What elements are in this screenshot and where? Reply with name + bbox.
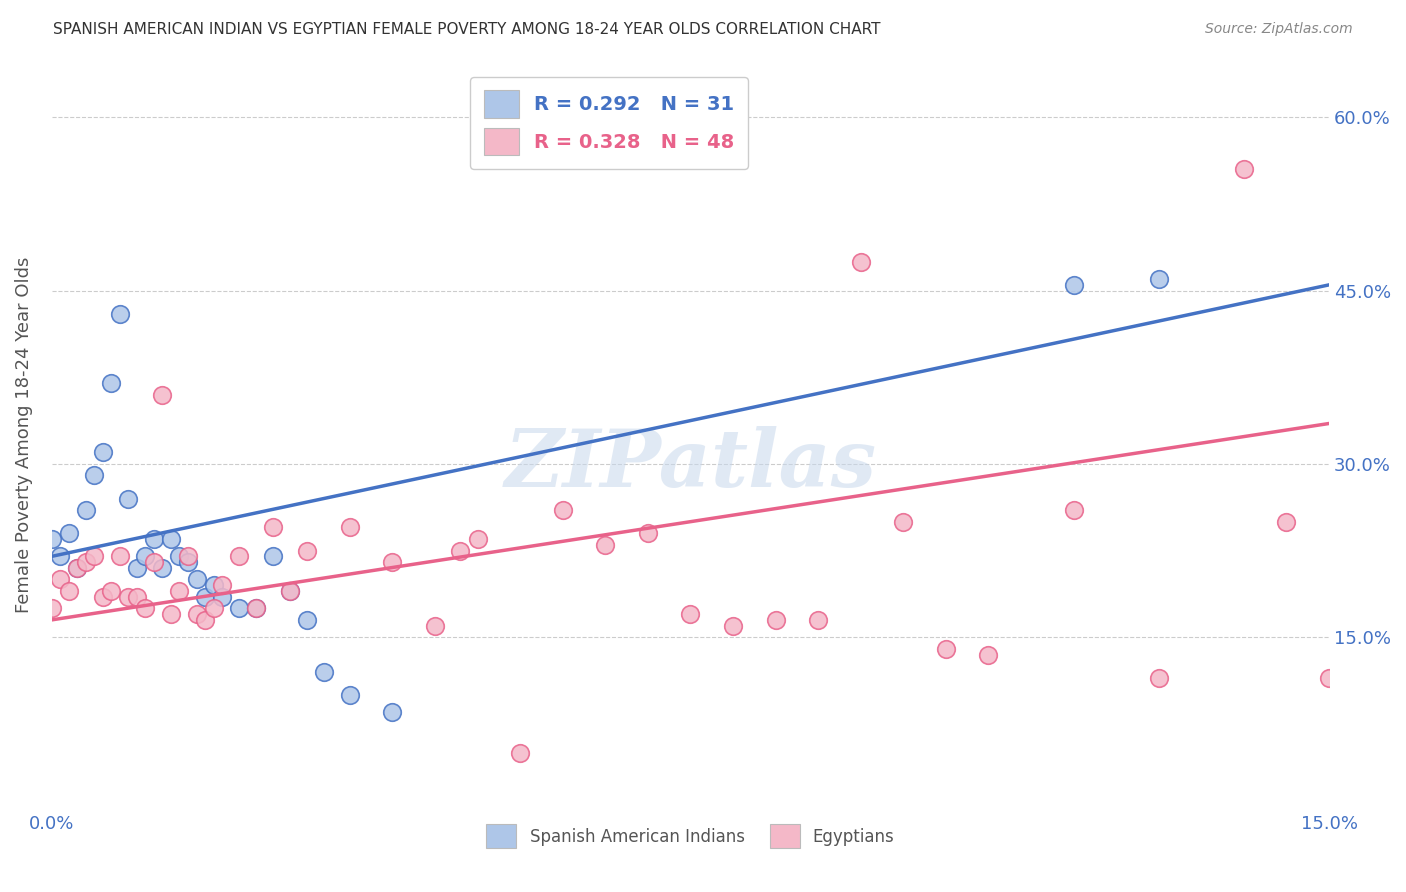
Text: ZIPatlas: ZIPatlas [505,426,876,504]
Point [58,584,80,599]
Point [1147,272,1170,286]
Point [202,578,225,592]
Point [202,601,225,615]
Point [339,520,361,534]
Point [58,526,80,541]
Point [41,532,63,546]
Point [381,555,404,569]
Point [807,613,830,627]
Point [194,590,217,604]
Point [721,618,744,632]
Point [679,607,702,621]
Text: Source: ZipAtlas.com: Source: ZipAtlas.com [1205,22,1353,37]
Point [117,491,139,506]
Point [142,555,165,569]
Point [91,445,114,459]
Y-axis label: Female Poverty Among 18-24 Year Olds: Female Poverty Among 18-24 Year Olds [15,257,32,613]
Legend: Spanish American Indians, Egyptians: Spanish American Indians, Egyptians [479,818,901,855]
Point [339,688,361,702]
Point [450,543,472,558]
Point [194,613,217,627]
Point [381,706,404,720]
Point [245,601,267,615]
Point [211,590,233,604]
Point [186,573,208,587]
Point [262,520,284,534]
Point [108,549,131,564]
Point [593,538,616,552]
Point [509,746,531,760]
Point [314,665,336,679]
Point [295,613,318,627]
Point [977,648,1000,662]
Point [278,584,301,599]
Point [1317,671,1340,685]
Point [160,532,183,546]
Point [41,601,63,615]
Text: SPANISH AMERICAN INDIAN VS EGYPTIAN FEMALE POVERTY AMONG 18-24 YEAR OLDS CORRELA: SPANISH AMERICAN INDIAN VS EGYPTIAN FEMA… [53,22,882,37]
Point [278,584,301,599]
Point [245,601,267,615]
Point [49,549,72,564]
Point [849,254,872,268]
Point [467,532,489,546]
Point [891,515,914,529]
Point [134,549,156,564]
Point [211,578,233,592]
Point [125,561,148,575]
Point [1275,515,1298,529]
Point [83,549,105,564]
Point [142,532,165,546]
Point [152,561,174,575]
Point [295,543,318,558]
Point [551,503,574,517]
Point [1063,503,1085,517]
Point [66,561,89,575]
Point [83,468,105,483]
Point [134,601,156,615]
Point [75,503,97,517]
Point [186,607,208,621]
Point [91,590,114,604]
Point [169,549,191,564]
Point [125,590,148,604]
Point [935,641,957,656]
Point [423,618,446,632]
Point [1147,671,1170,685]
Point [177,549,200,564]
Point [100,376,122,390]
Point [108,307,131,321]
Point [66,561,89,575]
Point [262,549,284,564]
Point [75,555,97,569]
Point [1233,162,1256,177]
Point [152,387,174,401]
Point [169,584,191,599]
Point [228,549,250,564]
Point [765,613,787,627]
Point [1063,277,1085,292]
Point [637,526,659,541]
Point [49,573,72,587]
Point [228,601,250,615]
Point [100,584,122,599]
Point [160,607,183,621]
Point [177,555,200,569]
Point [117,590,139,604]
